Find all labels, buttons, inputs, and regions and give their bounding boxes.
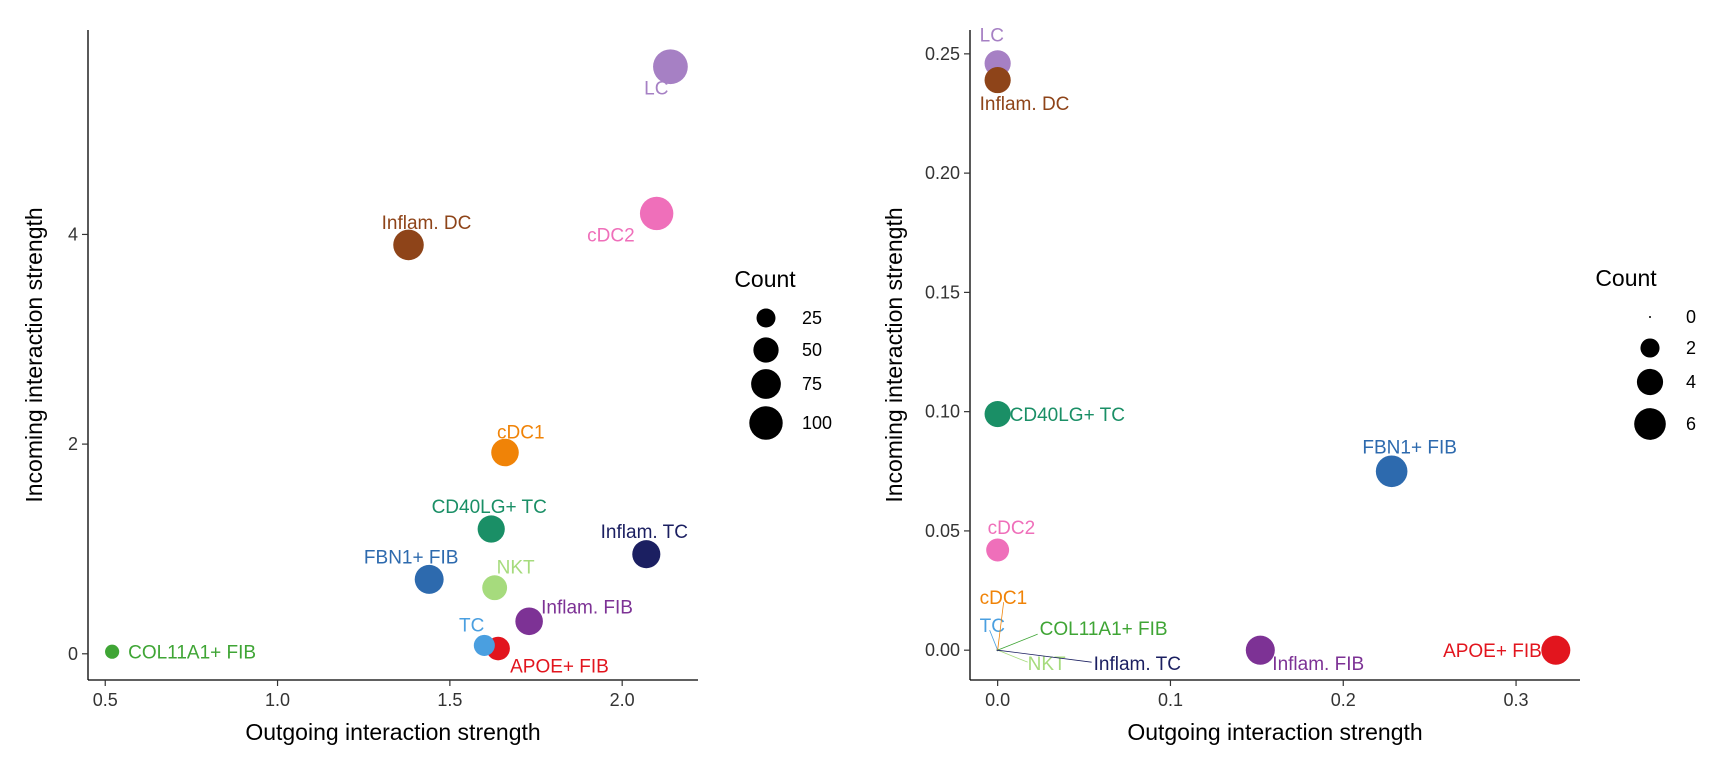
y-tick-label: 0.20 <box>925 163 960 183</box>
point-label-apoe-fib: APOE+ FIB <box>510 657 609 678</box>
y-tick-label: 0.15 <box>925 282 960 302</box>
legend-title: Count <box>1595 265 1657 291</box>
point-label-inflam-dc: Inflam. DC <box>382 213 472 234</box>
label-connector <box>997 602 1005 651</box>
point-col11a1-fib <box>105 644 120 659</box>
point-label-inflam-fib: Inflam. FIB <box>541 597 633 618</box>
right-scatter-panel: 0.0 0.1 0.2 0.3 0.00 0.05 0.10 0.15 0.20 0.25 Outg… <box>881 25 1696 745</box>
x-tick-label: 2.0 <box>610 690 635 710</box>
point-cdc2 <box>986 538 1010 562</box>
label-connector <box>997 633 1038 651</box>
point-label-cd40lg-tc: CD40LG+ TC <box>1010 405 1125 426</box>
point-inflam-dc <box>984 66 1011 94</box>
label-connector <box>997 649 1092 663</box>
x-tick-label: 0.0 <box>985 690 1010 710</box>
point-label-cdc2: cDC2 <box>587 225 635 246</box>
x-tick-label: 0.1 <box>1158 690 1183 710</box>
legend-label: 2 <box>1686 338 1696 358</box>
legend-swatch <box>753 337 779 363</box>
x-tick-label: 1.0 <box>265 690 290 710</box>
legend-swatch <box>1636 368 1664 396</box>
point-cdc1 <box>491 438 519 467</box>
legend-label: 50 <box>802 340 822 360</box>
point-label-apoe-fib: APOE+ FIB <box>1443 641 1542 662</box>
point-label-inflam-tc: Inflam. TC <box>601 522 688 543</box>
legend-swatch <box>1634 408 1666 440</box>
legend-swatch <box>1649 316 1651 318</box>
x-tick-label: 0.5 <box>93 690 118 710</box>
point-label-cdc2: cDC2 <box>988 518 1036 539</box>
point-label-fbn1-fib: FBN1+ FIB <box>1362 437 1457 458</box>
y-axis-title: Incoming interaction strength <box>21 207 47 502</box>
point-label-col11a1-fib: COL11A1+ FIB <box>1040 619 1168 640</box>
point-fbn1-fib <box>1375 455 1408 488</box>
legend-label: 0 <box>1686 307 1696 327</box>
point-label-col11a1-fib: COL11A1+ FIB <box>128 643 256 664</box>
point-fbn1-fib <box>414 564 444 594</box>
legend-swatch <box>751 369 781 399</box>
x-tick-label: 0.2 <box>1331 690 1356 710</box>
point-inflam-dc <box>393 229 424 261</box>
legend-label: 6 <box>1686 414 1696 434</box>
x-tick-label: 0.3 <box>1504 690 1529 710</box>
label-connector <box>989 630 999 651</box>
legend-swatch <box>756 308 776 328</box>
point-apoe-fib <box>1541 635 1571 665</box>
point-label-cd40lg-tc: CD40LG+ TC <box>432 497 547 518</box>
y-tick-label: 0.00 <box>925 640 960 660</box>
legend-label: 4 <box>1686 372 1696 392</box>
left-scatter-panel: 0.5 1.0 1.5 2.0 0 2 4 Outgoing interaction stre… <box>21 30 832 745</box>
point-nkt <box>482 575 508 601</box>
x-axis-title: Outgoing interaction strength <box>245 719 540 745</box>
y-tick-label: 0.25 <box>925 44 960 64</box>
legend-label: 75 <box>802 374 822 394</box>
y-axis-title: Incoming interaction strength <box>881 207 907 502</box>
point-label-lc: LC <box>980 25 1004 46</box>
y-tick-label: 4 <box>68 224 78 244</box>
point-label-inflam-fib: Inflam. FIB <box>1272 654 1364 675</box>
point-tc <box>473 634 495 656</box>
y-tick-label: 2 <box>68 434 78 454</box>
point-label-cdc1: cDC1 <box>980 588 1028 609</box>
x-axis-title: Outgoing interaction strength <box>1127 719 1422 745</box>
legend-swatch <box>749 406 783 440</box>
x-tick-label: 1.5 <box>437 690 462 710</box>
point-label-inflam-tc: Inflam. TC <box>1094 654 1181 675</box>
legend-label: 25 <box>802 308 822 328</box>
point-label-nkt: NKT <box>1028 654 1066 675</box>
label-connector <box>997 649 1028 663</box>
y-tick-label: 0.10 <box>925 402 960 422</box>
point-inflam-tc <box>632 540 661 569</box>
point-cd40lg-tc <box>477 515 505 543</box>
point-label-tc: TC <box>980 616 1005 637</box>
y-tick-label: 0 <box>68 644 78 664</box>
point-lc <box>653 49 688 85</box>
point-label-cdc1: cDC1 <box>497 423 545 444</box>
legend-label: 100 <box>802 413 832 433</box>
point-label-nkt: NKT <box>497 558 535 579</box>
point-cdc2 <box>639 196 674 231</box>
legend-title: Count <box>734 266 796 292</box>
point-label-lc: LC <box>644 79 668 100</box>
y-tick-label: 0.05 <box>925 521 960 541</box>
legend-swatch <box>1640 338 1660 358</box>
point-label-tc: TC <box>459 615 484 636</box>
point-inflam-fib <box>515 607 543 636</box>
point-inflam-fib <box>1245 635 1275 665</box>
point-cd40lg-tc <box>984 400 1011 428</box>
point-label-fbn1-fib: FBN1+ FIB <box>364 547 459 568</box>
point-label-inflam-dc: Inflam. DC <box>980 94 1070 115</box>
